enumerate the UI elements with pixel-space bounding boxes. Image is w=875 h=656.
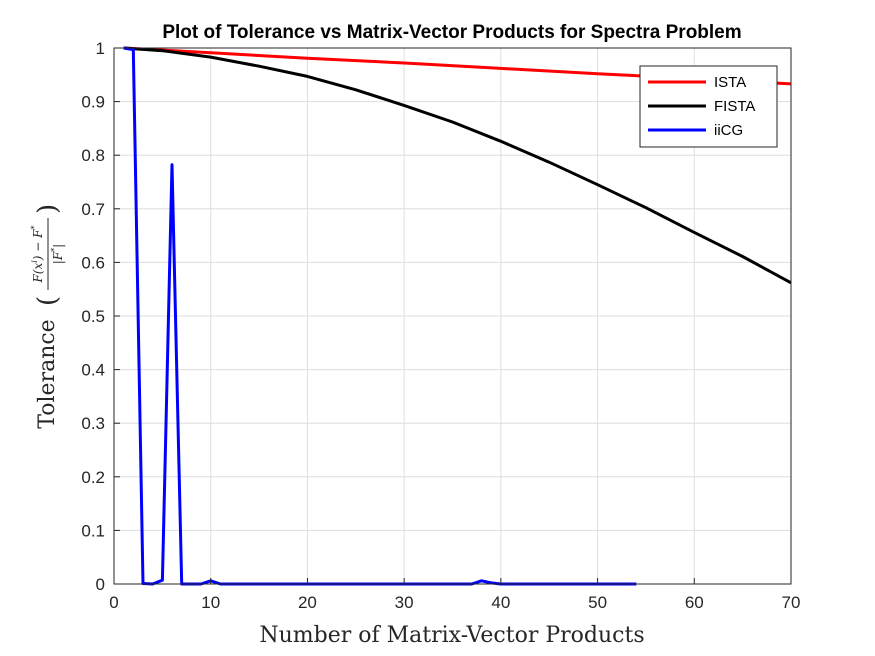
x-tick-label: 60 [685,593,704,612]
x-axis-label: Number of Matrix-Vector Products [259,623,644,648]
chart-title: Plot of Tolerance vs Matrix-Vector Produ… [162,22,741,43]
y-axis-label-group: Tolerance ( F(xi) − F* |F*| ) [30,204,65,429]
x-tick-label: 20 [298,593,317,612]
y-tick-label: 0 [96,575,105,594]
y-tick-label: 0.5 [81,307,105,326]
formula-numerator: F(xi) − F* [30,225,45,283]
y-tick-label: 1 [96,39,105,58]
y-tick-label: 0.6 [81,253,105,272]
x-tick-label: 10 [201,593,220,612]
y-tick-label: 0.1 [81,521,105,540]
legend: ISTA FISTA iiCG [639,65,778,148]
y-tick-label: 0.4 [81,361,105,380]
legend-label-fista: FISTA [714,98,755,115]
y-axis-label: Tolerance [35,319,60,428]
y-tick-label: 0.7 [81,200,105,219]
formula-denominator: |F*| [50,244,65,264]
x-tick-label: 40 [491,593,510,612]
x-tick-label: 50 [588,593,607,612]
y-tick-label: 0.3 [81,414,105,433]
y-tick-label: 0.2 [81,468,105,487]
y-axis-label-formula: ( F(xi) − F* |F*| ) [30,204,65,306]
formula-close-paren: ) [33,204,63,214]
x-tick-label: 70 [782,593,801,612]
legend-label-iicg: iiCG [714,122,743,139]
formula-open-paren: ( [33,296,63,306]
legend-label-ista: ISTA [714,74,746,91]
y-tick-label: 0.8 [81,146,105,165]
ticks: 0 10 20 30 40 50 60 70 0 0.1 0.2 0.3 0.4 0.5 0.6 0.7 0.8… [81,39,800,612]
y-tick-label: 0.9 [81,93,105,112]
series-line-fista [123,46,792,285]
x-tick-label: 30 [395,593,414,612]
x-tick-label: 0 [109,593,118,612]
